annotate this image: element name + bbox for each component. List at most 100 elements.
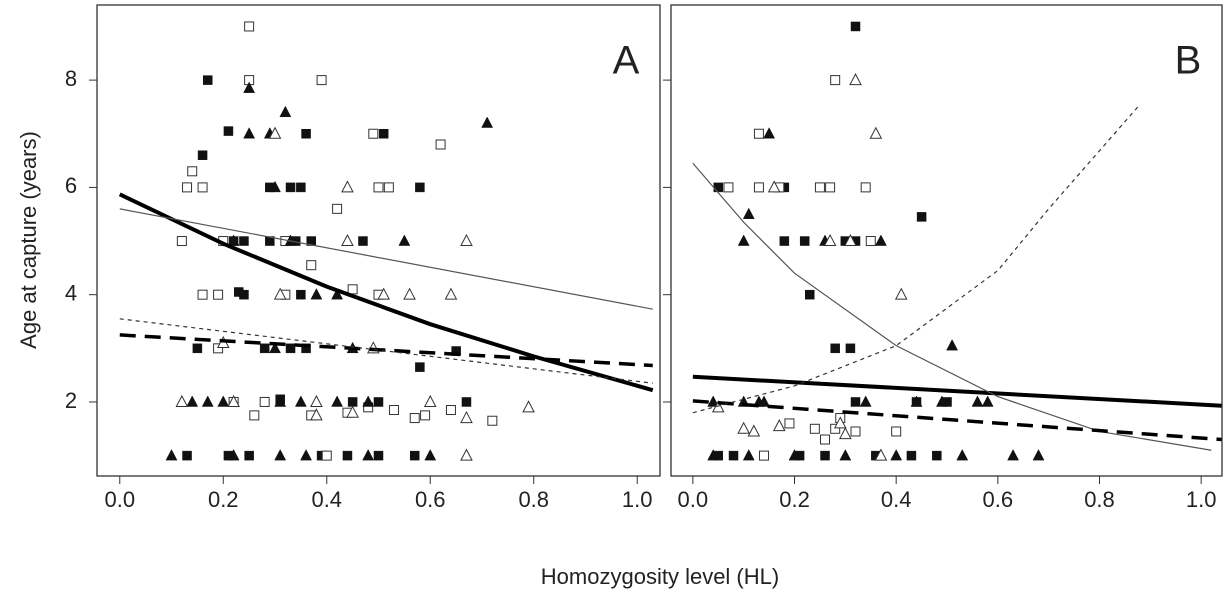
- point: [1007, 449, 1020, 461]
- plot-frame: [670, 4, 1223, 477]
- x-tick-label: 0.0: [104, 487, 135, 512]
- y-axis-label: Age at capture (years): [16, 131, 41, 349]
- point: [522, 400, 535, 413]
- point: [223, 126, 234, 136]
- point: [244, 450, 254, 461]
- point: [331, 288, 344, 300]
- point: [306, 260, 317, 271]
- x-tick-label: 0.2: [208, 487, 239, 512]
- point: [332, 203, 343, 214]
- point: [201, 395, 214, 407]
- point: [285, 182, 296, 193]
- x-tick-label: 1.0: [1186, 487, 1217, 512]
- point: [758, 395, 770, 407]
- point: [165, 449, 178, 461]
- point: [362, 449, 375, 461]
- point: [175, 394, 189, 407]
- y-tick-label: 6: [65, 173, 77, 198]
- point: [243, 81, 256, 93]
- point: [723, 182, 734, 193]
- point: [820, 450, 830, 461]
- fit-line: [118, 192, 654, 393]
- plot-frame: [96, 4, 661, 477]
- point: [713, 182, 724, 193]
- point: [358, 236, 368, 246]
- point: [301, 343, 311, 354]
- point: [830, 343, 840, 354]
- point: [259, 396, 270, 407]
- point: [850, 426, 861, 437]
- point: [383, 182, 394, 193]
- point: [1032, 449, 1045, 461]
- fit-line: [119, 208, 653, 310]
- point: [420, 410, 431, 421]
- point: [227, 234, 240, 246]
- point: [742, 449, 755, 461]
- point: [182, 450, 192, 461]
- point: [300, 449, 312, 461]
- point: [932, 450, 942, 461]
- point: [202, 75, 213, 85]
- x-tick-label: 0.6: [415, 487, 446, 512]
- point: [860, 182, 871, 193]
- point: [362, 395, 375, 407]
- point: [274, 395, 287, 407]
- point: [830, 423, 841, 434]
- x-tick-label: 0.0: [678, 487, 709, 512]
- x-tick-label: 0.6: [983, 487, 1014, 512]
- point: [444, 287, 458, 300]
- point: [799, 236, 810, 246]
- point: [274, 449, 287, 461]
- point: [805, 289, 815, 300]
- point: [316, 75, 327, 86]
- point: [460, 410, 473, 424]
- point: [772, 419, 786, 432]
- point: [217, 395, 230, 407]
- point: [874, 448, 888, 461]
- point: [415, 362, 425, 372]
- point: [753, 128, 764, 139]
- panel: 0.0 0.2 0.4 0.6 0.8 1.0 B: [663, 4, 1223, 512]
- point: [747, 424, 761, 437]
- point: [227, 449, 240, 461]
- point: [844, 233, 857, 247]
- point: [285, 343, 296, 354]
- point: [377, 287, 391, 300]
- point: [825, 182, 836, 193]
- point: [373, 182, 384, 193]
- point: [310, 394, 323, 407]
- point: [368, 128, 379, 139]
- point: [910, 395, 923, 407]
- point: [310, 288, 323, 300]
- point: [839, 449, 852, 461]
- point: [865, 236, 876, 247]
- point: [213, 343, 224, 354]
- point: [788, 449, 801, 461]
- point: [187, 166, 198, 177]
- point: [894, 287, 908, 300]
- point: [347, 284, 358, 295]
- point: [875, 234, 887, 246]
- point: [814, 182, 825, 193]
- point: [244, 21, 255, 32]
- point: [279, 105, 292, 118]
- point: [424, 449, 437, 461]
- point: [956, 449, 969, 461]
- point: [273, 287, 287, 300]
- point: [833, 416, 847, 429]
- point: [830, 75, 841, 86]
- point: [197, 150, 208, 160]
- point: [373, 450, 384, 461]
- point: [197, 289, 208, 300]
- point: [737, 421, 751, 434]
- point: [481, 116, 494, 128]
- y-tick-label: 2: [65, 388, 77, 413]
- point: [707, 395, 720, 407]
- point: [186, 395, 199, 407]
- x-tick-label: 0.8: [518, 487, 549, 512]
- point: [869, 126, 883, 139]
- point: [227, 394, 240, 407]
- point: [737, 234, 750, 246]
- point: [415, 182, 425, 193]
